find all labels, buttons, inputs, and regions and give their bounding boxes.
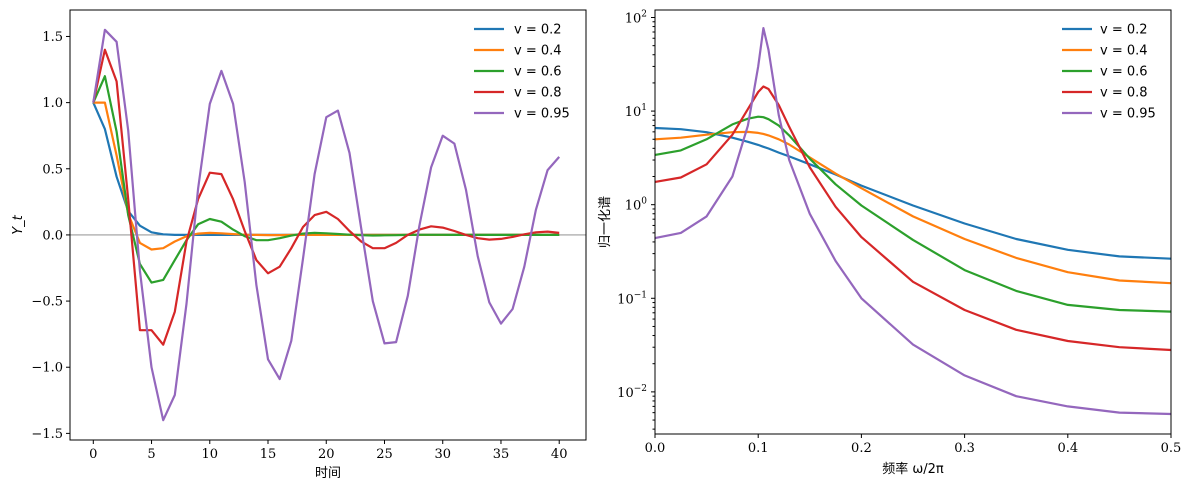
y-axis-label: Y_t: [11, 214, 26, 234]
y-tick-label: −0.5: [31, 295, 63, 310]
legend-label-0: v = 0.2: [1100, 23, 1148, 38]
y-tick-base: 10: [625, 105, 642, 120]
x-tick-label: 30: [434, 447, 451, 462]
y-tick-label: 1.5: [42, 30, 63, 45]
y-tick-label: −1.5: [31, 427, 63, 442]
y-tick-base: 10: [625, 11, 642, 26]
y-tick-label: 0.5: [42, 162, 63, 177]
legend-label-3: v = 0.8: [1100, 86, 1148, 101]
series-line-4: [92, 28, 561, 422]
x-tick-label: 0.0: [645, 441, 666, 456]
x-axis-label: 频率 ω/2π: [882, 461, 944, 477]
x-axis-label: 时间: [315, 466, 341, 481]
y-tick-exponent: 0: [641, 197, 647, 207]
series-line-1: [93, 101, 560, 251]
y-tick-exponent: 2: [641, 9, 647, 19]
x-tick-label: 5: [147, 447, 155, 462]
x-tick-label: 40: [551, 447, 568, 462]
x-tick-label: 15: [260, 447, 277, 462]
legend-label-3: v = 0.8: [514, 86, 562, 101]
legend-label-1: v = 0.4: [1100, 44, 1148, 59]
x-tick-label: 10: [202, 447, 219, 462]
series-line-2: [654, 115, 1172, 313]
series-line-3: [92, 48, 560, 346]
legend-label-2: v = 0.6: [1100, 65, 1148, 80]
y-tick-exponent: 1: [641, 103, 647, 113]
y-tick-label: 0.0: [42, 228, 63, 243]
y-tick-label: 100: [625, 197, 648, 214]
y-tick-label: 101: [625, 103, 647, 120]
y-tick-label: 10−1: [617, 290, 647, 307]
x-tick-label: 0.2: [851, 441, 872, 456]
x-tick-label: 35: [493, 447, 510, 462]
series-line-1: [654, 130, 1172, 285]
legend-label-1: v = 0.4: [514, 44, 562, 59]
y-tick-exponent: −2: [634, 384, 647, 394]
x-tick-label: 0.3: [954, 441, 975, 456]
y-axis-label: 归一化谱: [598, 196, 613, 248]
x-tick-label: 0.5: [1161, 441, 1182, 456]
legend-label-0: v = 0.2: [514, 23, 562, 38]
x-tick-label: 0.1: [748, 441, 769, 456]
y-tick-label: 102: [625, 9, 647, 26]
x-tick-label: 25: [376, 447, 393, 462]
legend-label-4: v = 0.95: [514, 107, 570, 122]
y-tick-exponent: −1: [634, 290, 647, 300]
y-tick-base: 10: [617, 386, 634, 401]
y-tick-base: 10: [625, 199, 642, 214]
legend-label-4: v = 0.95: [1100, 107, 1156, 122]
y-tick-label: 10−2: [617, 384, 647, 401]
series-line-4: [654, 27, 1172, 416]
y-tick-label: 1.0: [42, 96, 63, 111]
plot-frame: [69, 9, 587, 441]
series-line-3: [654, 85, 1172, 352]
series-line-2: [92, 75, 560, 284]
plot-frame: [654, 9, 1172, 435]
x-tick-label: 0: [89, 447, 97, 462]
y-tick-base: 10: [617, 292, 634, 307]
y-tick-label: −1.0: [31, 361, 63, 376]
left-chart-autocorrelation: 0 5 10 15 20 25 30 35 40 −1.5 −1.0 −0.5 0.0 0.5 1.0 1.5…: [11, 9, 587, 481]
legend-label-2: v = 0.6: [514, 65, 562, 80]
x-tick-label: 20: [318, 447, 335, 462]
x-tick-label: 0.4: [1057, 441, 1078, 456]
